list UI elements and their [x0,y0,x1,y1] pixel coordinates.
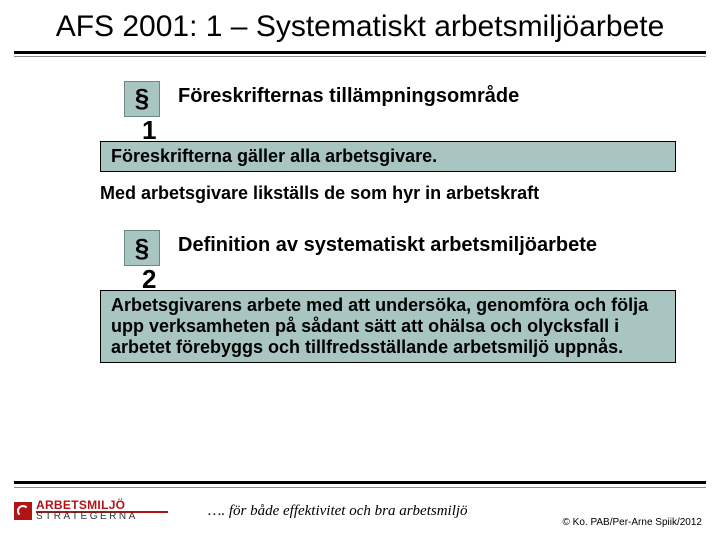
section-symbol-icon: § [124,81,160,117]
section-2-number: 2 [142,264,156,295]
footer-rule-thick [14,481,706,484]
section-1-number: 1 [142,115,156,146]
section-1: § Föreskrifternas tillämpningsområde 1 F… [14,81,706,205]
section-1-header: § Föreskrifternas tillämpningsområde [124,81,706,117]
title-rule-thick [14,51,706,54]
title-rule-thin [14,56,706,57]
section-1-body: Med arbetsgivare likställs de som hyr in… [100,182,676,205]
footer-copyright: © Ko. PAB/Per-Arne Spiik/2012 [563,517,702,528]
footer: ARBETSMILJÖ STRATEGERNA …. för både effe… [14,492,706,530]
section-2-header: § Definition av systematiskt arbetsmiljö… [124,230,706,266]
logo-text-bottom: STRATEGERNA [36,513,168,522]
footer-tagline: …. för både effektivitet och bra arbetsm… [208,503,468,520]
footer-logo: ARBETSMILJÖ STRATEGERNA [14,500,168,522]
section-1-highlight: Föreskrifterna gäller alla arbetsgivare. [100,141,676,172]
logo-text-top: ARBETSMILJÖ [36,500,168,510]
section-2-heading: Definition av systematiskt arbetsmiljöar… [178,234,597,257]
section-1-heading: Föreskrifternas tillämpningsområde [178,85,519,108]
logo-text: ARBETSMILJÖ STRATEGERNA [36,500,168,522]
footer-rule-thin [14,487,706,488]
section-2-highlight: Arbetsgivarens arbete med att undersöka,… [100,290,676,363]
section-2: § Definition av systematiskt arbetsmiljö… [14,230,706,363]
section-symbol-icon: § [124,230,160,266]
page-title: AFS 2001: 1 – Systematiskt arbetsmiljöar… [0,0,720,51]
logo-mark-icon [14,502,32,520]
